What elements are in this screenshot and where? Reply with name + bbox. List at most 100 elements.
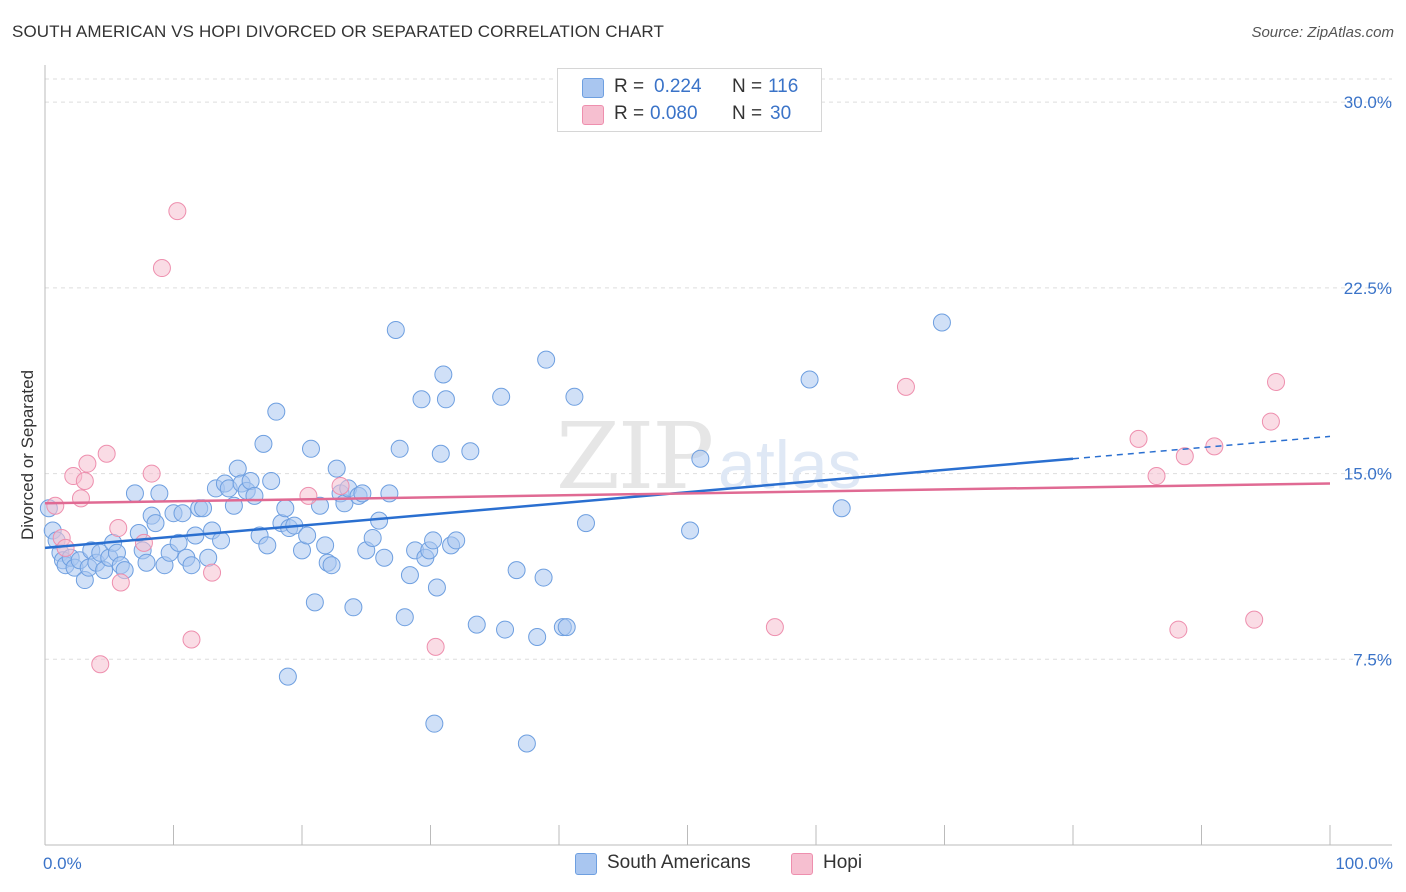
data-point-south-americans bbox=[434, 365, 453, 384]
data-point-south-americans bbox=[576, 514, 595, 533]
data-point-south-americans bbox=[380, 484, 399, 503]
data-point-hopi bbox=[1129, 429, 1148, 448]
data-point-hopi bbox=[142, 464, 161, 483]
legend-swatch-blue bbox=[582, 78, 604, 98]
data-point-south-americans bbox=[932, 313, 951, 332]
data-point-south-americans bbox=[681, 521, 700, 540]
data-point-hopi bbox=[97, 444, 116, 463]
data-point-south-americans bbox=[400, 566, 419, 585]
series-hopi bbox=[46, 202, 1286, 674]
data-point-south-americans bbox=[557, 618, 576, 637]
data-point-south-americans bbox=[395, 608, 414, 627]
data-point-south-americans bbox=[492, 387, 511, 406]
legend-r-value: 0.080 bbox=[650, 103, 698, 124]
data-point-south-americans bbox=[150, 484, 169, 503]
legend-n-label: N = bbox=[732, 103, 763, 124]
data-point-south-americans bbox=[316, 536, 335, 555]
data-point-south-americans bbox=[363, 528, 382, 547]
data-point-south-americans bbox=[517, 734, 536, 753]
data-point-south-americans bbox=[254, 434, 273, 453]
data-point-south-americans bbox=[298, 526, 317, 545]
data-point-hopi bbox=[1169, 620, 1188, 639]
bottom-legend-swatch-blue bbox=[575, 853, 597, 875]
data-point-hopi bbox=[765, 618, 784, 637]
data-point-south-americans bbox=[137, 553, 156, 572]
trend-line-south-americans-extension bbox=[1072, 435, 1331, 460]
data-point-south-americans bbox=[276, 499, 295, 518]
y-tick-label: 7.5% bbox=[1353, 650, 1392, 669]
trend-line-hopi bbox=[44, 482, 1331, 505]
data-point-hopi bbox=[1147, 467, 1166, 486]
data-point-south-americans bbox=[199, 548, 218, 567]
bottom-legend-label: Hopi bbox=[823, 852, 863, 873]
data-point-south-americans bbox=[301, 439, 320, 458]
data-point-south-americans bbox=[241, 472, 260, 490]
data-point-south-americans bbox=[386, 320, 405, 339]
data-point-hopi bbox=[896, 377, 915, 396]
y-tick-label: 15.0% bbox=[1344, 465, 1392, 484]
data-point-hopi bbox=[46, 496, 65, 515]
data-point-hopi bbox=[182, 630, 201, 649]
bottom-legend-swatch-pink bbox=[791, 853, 813, 875]
x-tick-label: 0.0% bbox=[43, 854, 82, 873]
y-tick-label: 30.0% bbox=[1344, 93, 1392, 112]
legend-r-value: 0.224 bbox=[654, 76, 702, 97]
data-point-south-americans bbox=[305, 593, 324, 612]
data-point-south-americans bbox=[267, 402, 286, 421]
data-point-south-americans bbox=[344, 598, 363, 617]
data-point-south-americans bbox=[173, 504, 192, 523]
data-point-south-americans bbox=[832, 499, 851, 518]
data-point-hopi bbox=[299, 486, 318, 505]
data-point-south-americans bbox=[228, 459, 247, 478]
data-point-south-americans bbox=[194, 499, 213, 518]
data-point-south-americans bbox=[182, 556, 201, 575]
y-axis-label: Divorced or Separated bbox=[18, 370, 37, 540]
data-point-south-americans bbox=[447, 531, 466, 550]
data-point-south-americans bbox=[496, 620, 515, 639]
data-point-hopi bbox=[1245, 610, 1264, 629]
data-point-south-americans bbox=[322, 556, 341, 575]
bottom-legend-label: South Americans bbox=[607, 852, 751, 873]
data-point-hopi bbox=[78, 454, 97, 473]
data-point-hopi bbox=[71, 489, 90, 508]
data-point-hopi bbox=[168, 202, 187, 221]
y-tick-label: 22.5% bbox=[1344, 279, 1392, 298]
data-point-south-americans bbox=[424, 531, 443, 550]
data-point-south-americans bbox=[534, 568, 553, 587]
legend-n-value: 30 bbox=[770, 103, 792, 124]
data-point-south-americans bbox=[431, 444, 450, 463]
grid-lines bbox=[45, 78, 1392, 660]
data-point-south-americans bbox=[427, 578, 446, 597]
source-label: Source: ZipAtlas.com bbox=[1251, 24, 1394, 41]
data-point-hopi bbox=[1261, 412, 1280, 431]
data-point-south-americans bbox=[169, 533, 188, 552]
data-point-south-americans bbox=[146, 514, 165, 533]
data-point-south-americans bbox=[278, 667, 297, 686]
data-point-hopi bbox=[1175, 447, 1194, 466]
data-point-south-americans bbox=[565, 387, 584, 406]
data-point-south-americans bbox=[528, 628, 547, 646]
chart-title: SOUTH AMERICAN VS HOPI DIVORCED OR SEPAR… bbox=[12, 22, 664, 41]
data-point-south-americans bbox=[258, 536, 277, 555]
data-point-south-americans bbox=[461, 442, 480, 461]
data-point-south-americans bbox=[436, 390, 455, 409]
data-point-hopi bbox=[75, 472, 94, 490]
data-point-hopi bbox=[152, 259, 171, 278]
data-point-hopi bbox=[1267, 372, 1286, 391]
data-point-hopi bbox=[109, 519, 128, 538]
legend-n-value: 116 bbox=[768, 76, 799, 97]
data-point-south-americans bbox=[425, 714, 444, 733]
trend-lines bbox=[44, 435, 1331, 550]
data-point-hopi bbox=[111, 573, 130, 592]
data-point-hopi bbox=[331, 476, 350, 495]
legend-r-label: R = bbox=[614, 76, 645, 97]
data-point-south-americans bbox=[375, 548, 394, 567]
legend-n-label: N = bbox=[732, 76, 763, 97]
series-south-americans bbox=[39, 313, 951, 753]
stats-legend: R = 0.224 N = 116 R = 0.080 N = 30 bbox=[557, 68, 822, 132]
data-point-hopi bbox=[203, 563, 222, 582]
data-point-hopi bbox=[1205, 437, 1224, 456]
data-point-hopi bbox=[56, 538, 75, 557]
data-point-south-americans bbox=[467, 615, 486, 634]
